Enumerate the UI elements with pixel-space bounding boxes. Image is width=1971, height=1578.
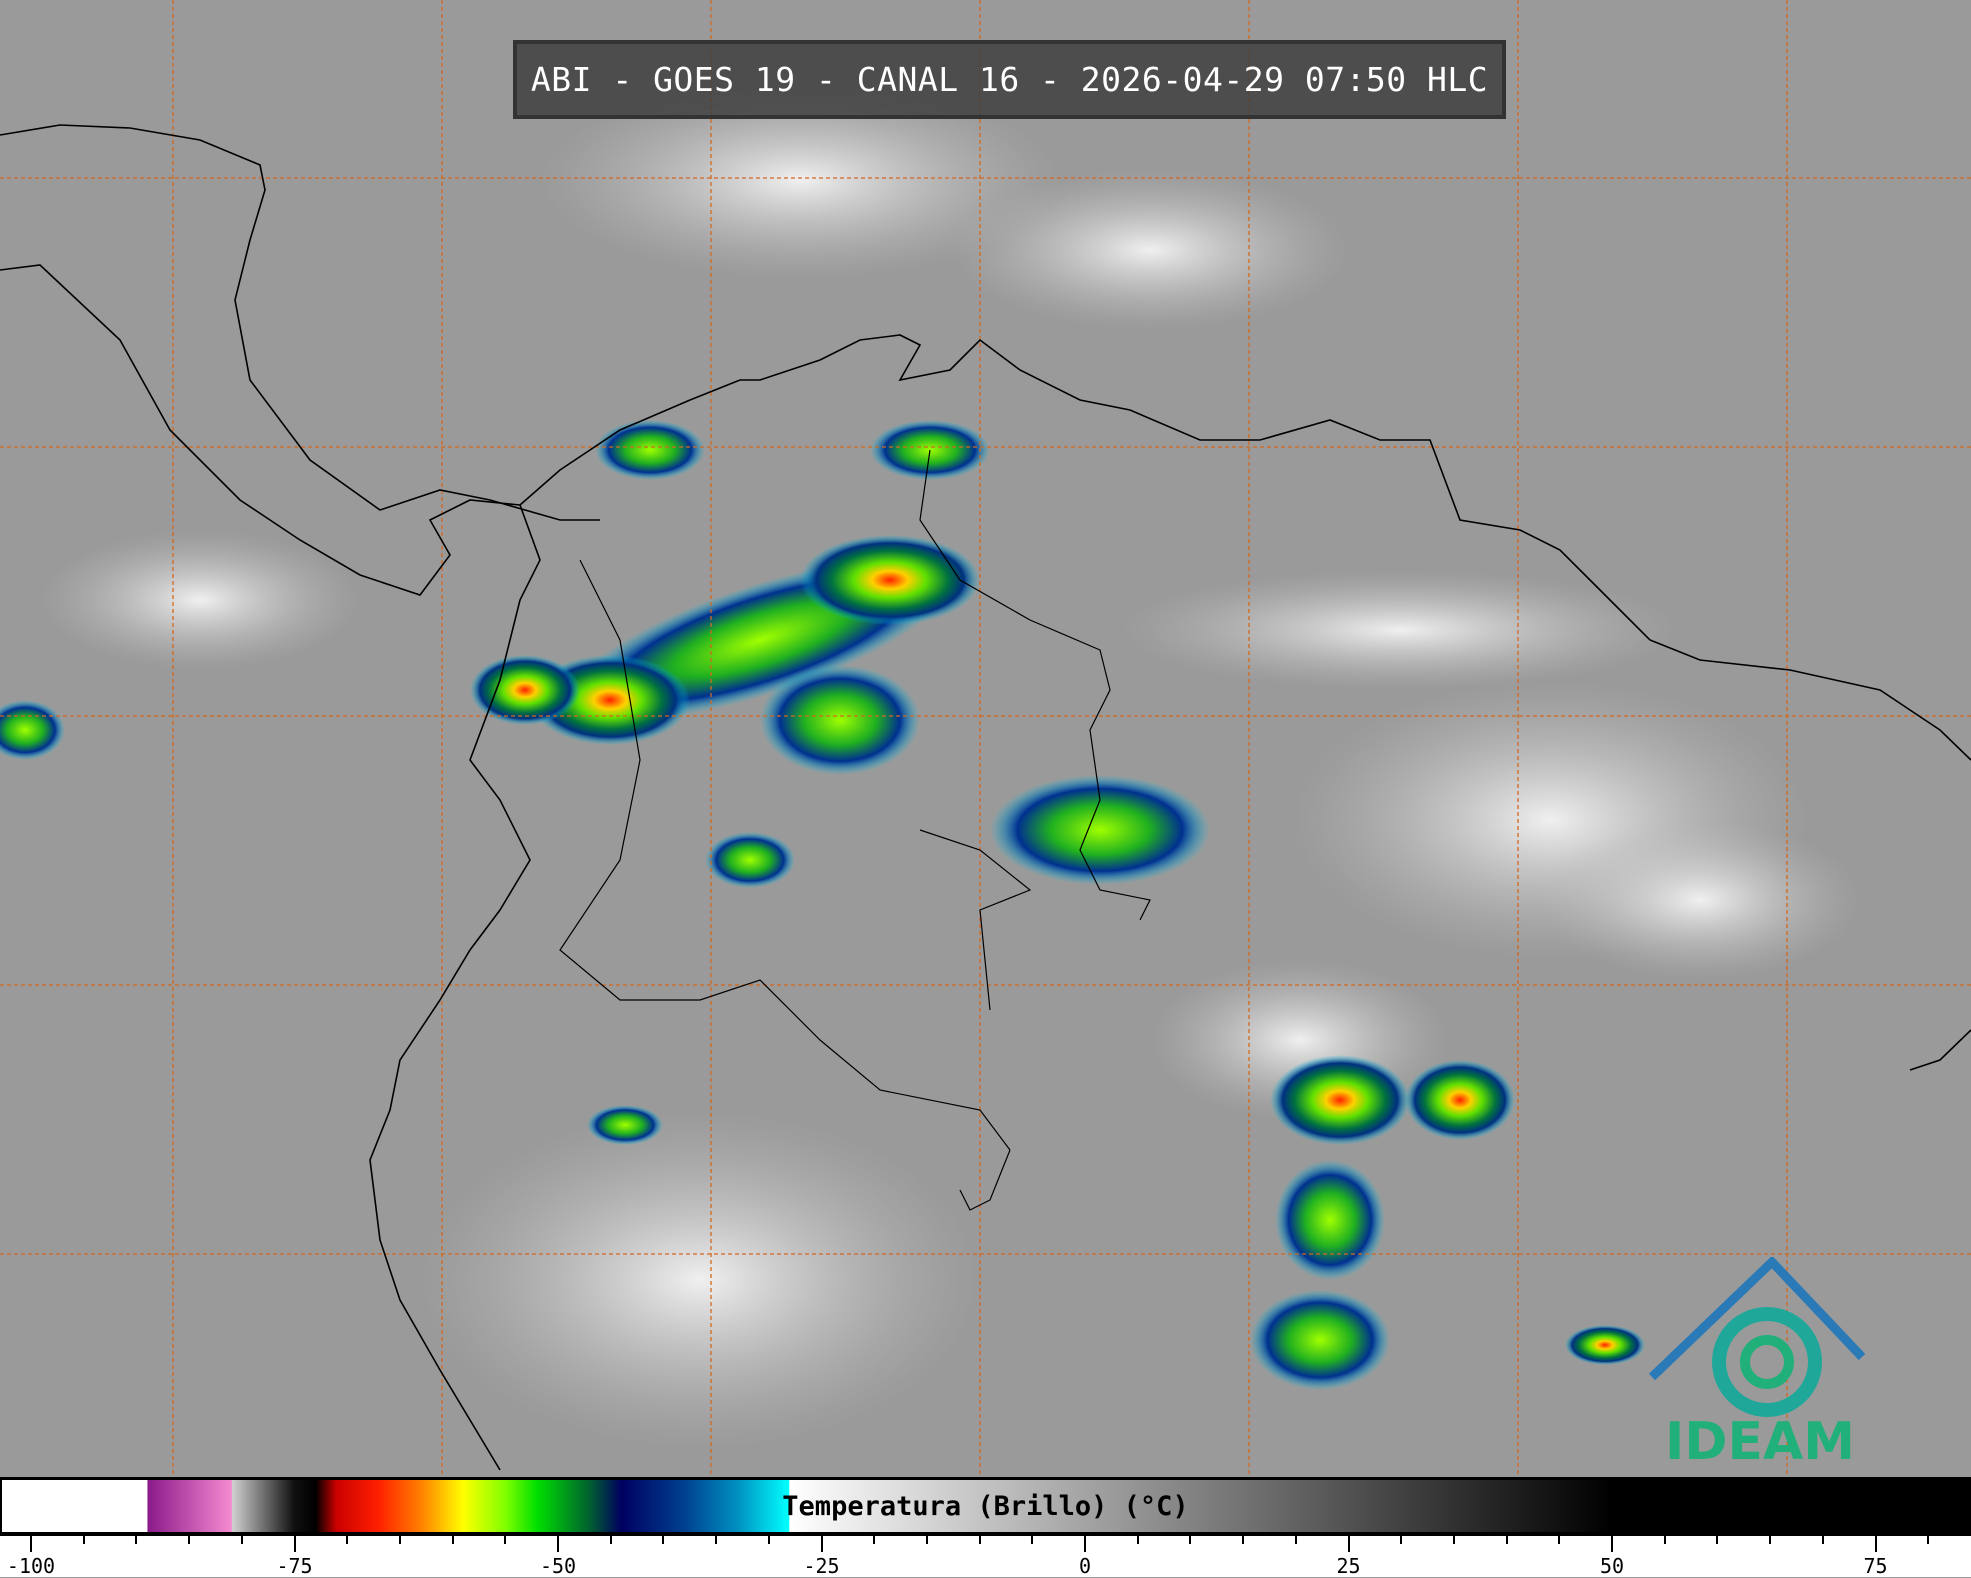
minor-tick xyxy=(1663,1536,1666,1544)
tick-label: 50 xyxy=(1599,1554,1625,1578)
minor-tick xyxy=(1400,1536,1403,1544)
minor-tick xyxy=(609,1536,612,1544)
tick-label: 0 xyxy=(1078,1554,1092,1578)
major-tick xyxy=(1084,1536,1086,1552)
cloud-fields xyxy=(40,80,1860,1450)
minor-tick xyxy=(451,1536,454,1544)
minor-tick xyxy=(504,1536,507,1544)
minor-tick xyxy=(1242,1536,1245,1544)
minor-tick xyxy=(873,1536,876,1544)
minor-tick xyxy=(188,1536,191,1544)
grid-lines xyxy=(0,0,1971,1477)
tick-label: 75 xyxy=(1863,1554,1888,1578)
minor-tick xyxy=(978,1536,981,1544)
temperature-colorbar: Temperatura (Brillo) (°C) xyxy=(0,1477,1971,1536)
title-banner: ABI - GOES 19 - CANAL 16 - 2026-04-29 07… xyxy=(513,40,1506,119)
minor-tick xyxy=(1769,1536,1772,1544)
minor-tick xyxy=(1558,1536,1561,1544)
major-tick xyxy=(30,1536,32,1552)
minor-tick xyxy=(1189,1536,1192,1544)
ideam-logo-text: IDEAM xyxy=(1665,1412,1856,1472)
minor-tick xyxy=(1452,1536,1455,1544)
coastlines xyxy=(0,124,1971,1471)
major-tick xyxy=(1347,1536,1350,1552)
major-tick xyxy=(557,1536,559,1552)
major-tick xyxy=(293,1536,296,1552)
minor-tick xyxy=(767,1536,770,1544)
major-tick xyxy=(1611,1536,1613,1552)
minor-tick xyxy=(135,1536,138,1544)
minor-tick xyxy=(715,1536,718,1544)
minor-tick xyxy=(346,1536,349,1544)
tick-label: -25 xyxy=(803,1554,840,1578)
minor-tick xyxy=(1136,1536,1139,1544)
tick-label: -100 xyxy=(6,1554,56,1578)
minor-tick xyxy=(398,1536,401,1544)
colorbar-label: Temperatura (Brillo) (°C) xyxy=(782,1491,1189,1522)
ideam-logo-icon xyxy=(1648,1257,1866,1417)
minor-tick xyxy=(1821,1536,1824,1544)
major-tick xyxy=(1874,1536,1877,1552)
tick-label: -75 xyxy=(276,1554,313,1578)
minor-tick xyxy=(240,1536,243,1544)
image-title: ABI - GOES 19 - CANAL 16 - 2026-04-29 07… xyxy=(530,60,1489,99)
major-tick xyxy=(820,1536,823,1552)
tick-label: 25 xyxy=(1336,1554,1361,1578)
minor-tick xyxy=(1716,1536,1719,1544)
minor-tick xyxy=(1294,1536,1297,1544)
convective-storms xyxy=(0,420,1645,1390)
minor-tick xyxy=(1031,1536,1034,1544)
minor-tick xyxy=(82,1536,85,1544)
minor-tick xyxy=(1927,1536,1930,1544)
minor-tick xyxy=(925,1536,928,1544)
colorbar-gradient xyxy=(2,1480,1969,1532)
satellite-map xyxy=(0,0,1971,1477)
colorbar-axis: -100 -75 -50 -25 0 25 50 75 xyxy=(0,1536,1971,1578)
minor-tick xyxy=(1505,1536,1508,1544)
borders xyxy=(559,449,1151,1211)
minor-tick xyxy=(662,1536,665,1544)
tick-label: -50 xyxy=(539,1554,577,1578)
